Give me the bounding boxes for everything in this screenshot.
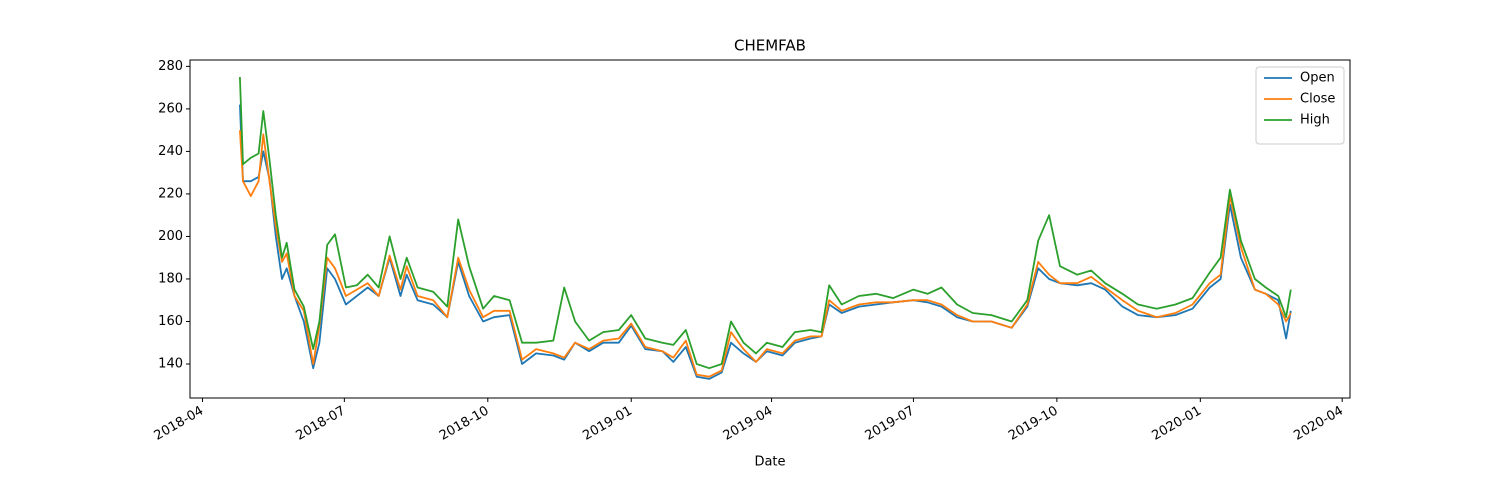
x-tick-label: 2020-01 bbox=[1150, 404, 1205, 444]
y-tick-label: 240 bbox=[158, 144, 183, 159]
y-tick-label: 140 bbox=[158, 356, 183, 371]
legend-box bbox=[1255, 66, 1345, 145]
line-series bbox=[239, 130, 1292, 378]
x-tick-label: 2020-04 bbox=[1291, 404, 1346, 444]
x-tick-label: 2019-10 bbox=[1006, 404, 1061, 444]
y-tick-label: 280 bbox=[158, 59, 183, 74]
y-tick-label: 200 bbox=[158, 229, 183, 244]
chart-title: CHEMFAB bbox=[734, 37, 806, 55]
line-series bbox=[239, 76, 1292, 370]
x-axis-label: Date bbox=[754, 455, 785, 470]
legend-label: Close bbox=[1300, 92, 1335, 107]
legend-label: High bbox=[1300, 113, 1330, 128]
x-tick-label: 2019-04 bbox=[721, 404, 776, 444]
legend: Open Close High bbox=[1255, 66, 1345, 145]
y-tick-label: 180 bbox=[158, 271, 183, 286]
x-tick-label: 2019-07 bbox=[863, 404, 918, 444]
x-tick-label: 2018-07 bbox=[294, 404, 349, 444]
y-tick-label: 260 bbox=[158, 101, 183, 116]
legend-label: Open bbox=[1300, 71, 1335, 86]
line-series bbox=[239, 104, 1292, 380]
y-tick-label: 160 bbox=[158, 314, 183, 329]
y-tick-label: 220 bbox=[158, 186, 183, 201]
x-tick-label: 2018-04 bbox=[152, 404, 207, 444]
x-tick-label: 2018-10 bbox=[437, 404, 492, 444]
plot-frame bbox=[189, 59, 1351, 399]
x-tick-label: 2019-01 bbox=[580, 404, 635, 444]
